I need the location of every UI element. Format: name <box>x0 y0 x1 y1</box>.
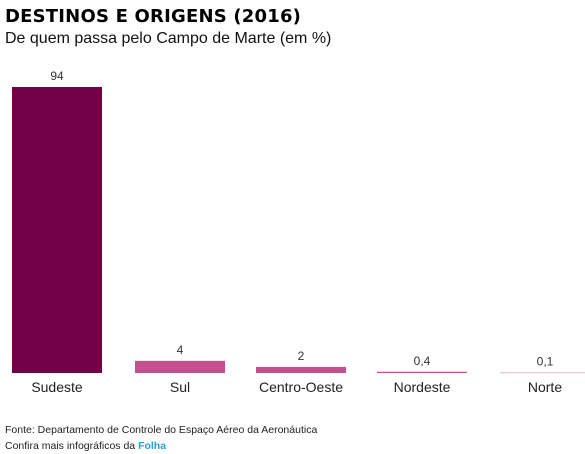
category-label: Nordeste <box>394 379 451 395</box>
more-infographics-note: Confira mais infográficos da Folha <box>5 440 166 452</box>
bar-sudeste <box>12 87 102 373</box>
value-label: 0,4 <box>414 354 431 368</box>
value-label: 2 <box>298 349 305 363</box>
source-note: Fonte: Departamento de Controle do Espaç… <box>5 424 318 436</box>
bar-nordeste <box>377 371 467 373</box>
chart-title: DESTINOS E ORIGENS (2016) <box>5 6 302 27</box>
more-infographics-text: Confira mais infográficos da <box>5 440 139 452</box>
bar-centro-oeste <box>256 366 346 373</box>
chart-subtitle: De quem passa pelo Campo de Marte (em %) <box>5 30 332 47</box>
category-label: Sudeste <box>31 379 83 395</box>
category-label: Sul <box>170 379 190 395</box>
value-label: 0,1 <box>537 355 554 369</box>
brand-link[interactable]: Folha <box>138 440 167 452</box>
value-label: 94 <box>50 69 64 83</box>
category-label: Centro-Oeste <box>259 379 343 395</box>
bar-sul <box>135 360 225 373</box>
value-label: 4 <box>177 343 184 357</box>
category-label: Norte <box>528 379 562 395</box>
